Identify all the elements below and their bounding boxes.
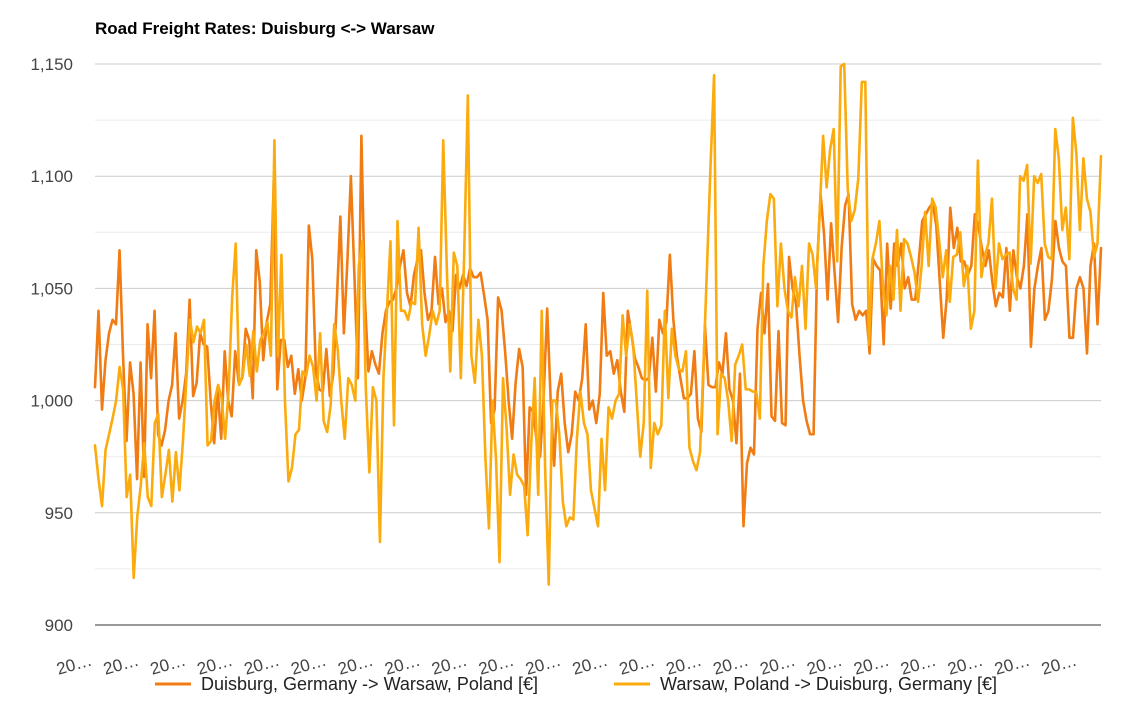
y-tick-label: 1,000 — [30, 392, 73, 411]
y-tick-label: 1,100 — [30, 167, 73, 186]
series-line-1 — [93, 134, 1103, 528]
chart-title: Road Freight Rates: Duisburg <-> Warsaw — [95, 19, 435, 38]
y-tick-label: 1,050 — [30, 279, 73, 298]
legend-label: Warsaw, Poland -> Duisburg, Germany [€] — [660, 674, 997, 694]
y-tick-label: 950 — [45, 504, 73, 523]
series-lines — [93, 62, 1103, 586]
legend-item-1[interactable]: Duisburg, Germany -> Warsaw, Poland [€] — [155, 674, 538, 694]
y-axis-ticks: 1,150 1,100 1,050 1,000 950 900 — [30, 55, 73, 635]
series-line-2 — [93, 62, 1103, 586]
y-tick-label: 900 — [45, 616, 73, 635]
legend-label: Duisburg, Germany -> Warsaw, Poland [€] — [201, 674, 538, 694]
y-tick-label: 1,150 — [30, 55, 73, 74]
legend[interactable]: Duisburg, Germany -> Warsaw, Poland [€] W… — [155, 674, 997, 694]
legend-item-2[interactable]: Warsaw, Poland -> Duisburg, Germany [€] — [614, 674, 997, 694]
